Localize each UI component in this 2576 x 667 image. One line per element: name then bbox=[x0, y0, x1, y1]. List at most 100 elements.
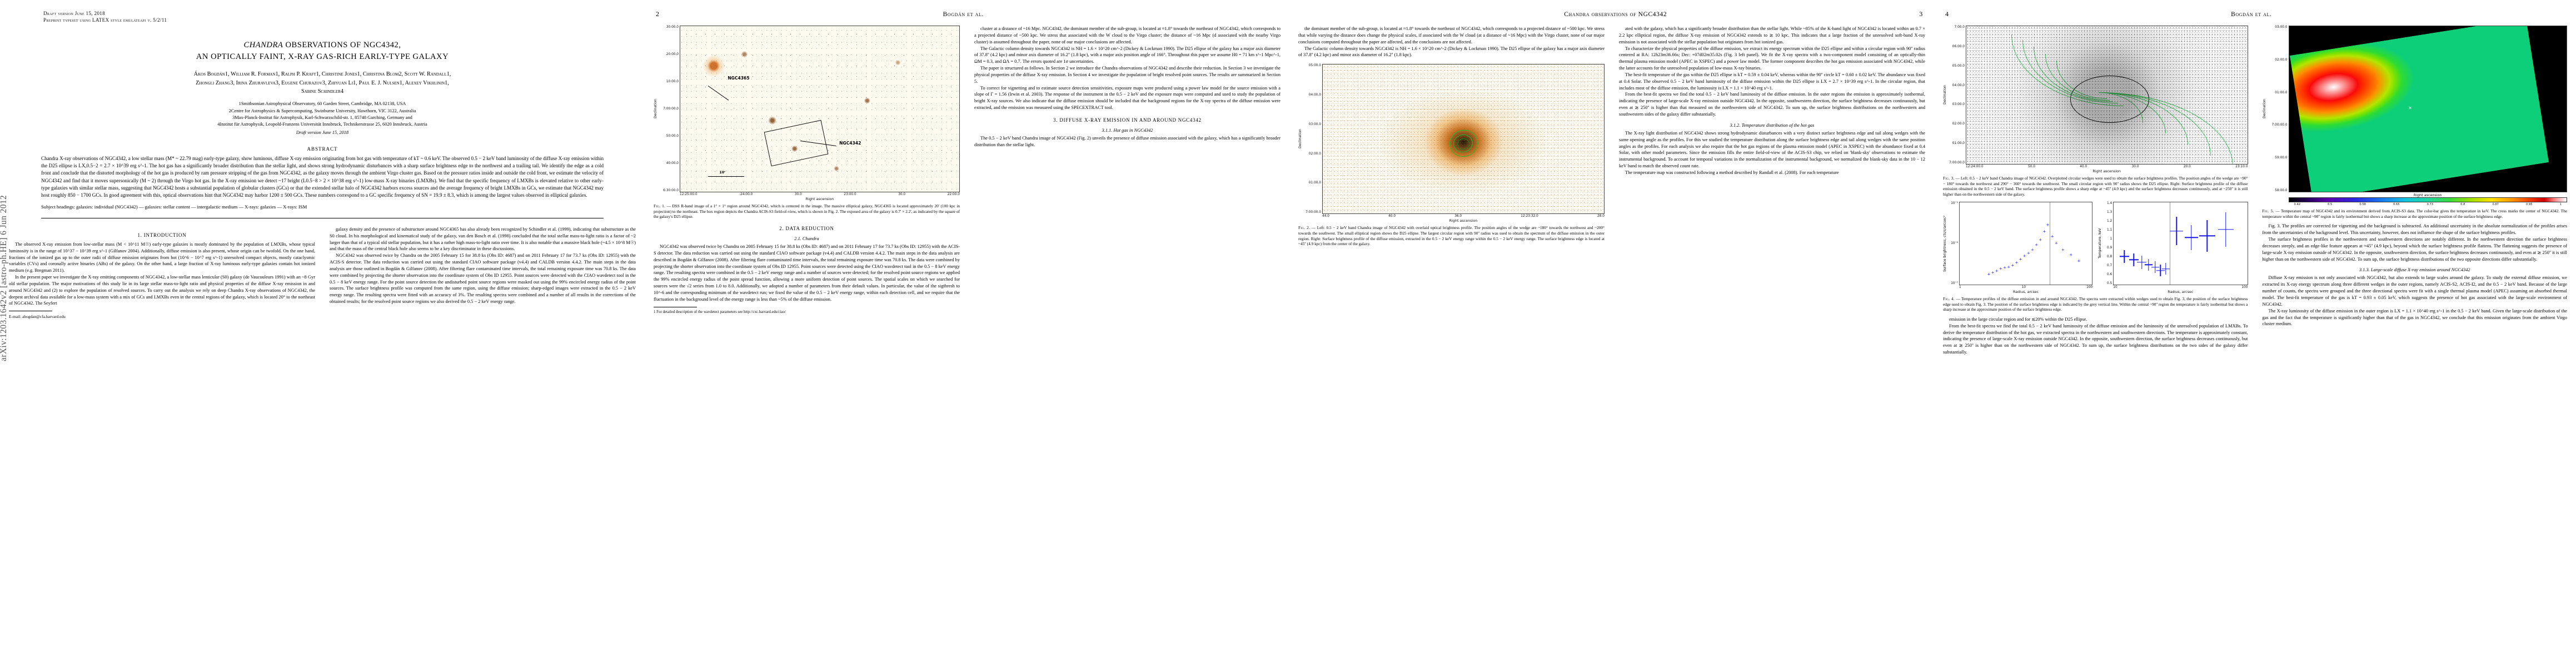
paragraph: The X-ray luminosity of the diffuse emis… bbox=[2262, 308, 2568, 327]
figure-3-caption: Fig. 3. — Left: 0.5 − 2 keV band Chandra… bbox=[1943, 176, 2248, 197]
x-tick: 23:00.0 bbox=[844, 193, 856, 196]
running-head-page2: 2 Bogdán et al. bbox=[654, 10, 1280, 19]
running-head-page4: 4 Bogdán et al. bbox=[1943, 10, 2567, 19]
y-tick: 02:00.0 bbox=[1308, 152, 1321, 156]
running-title: Bogdán et al. bbox=[2231, 11, 2272, 18]
paragraph: Diffuse X-ray emission is not only assoc… bbox=[2262, 275, 2568, 307]
paragraph: To characterize the physical properties … bbox=[1619, 46, 1925, 71]
figure-2-caption-text: — Left: 0.5 − 2 keV band Chandra image o… bbox=[1298, 225, 1605, 247]
paragraph: The paper is structured as follows. In S… bbox=[974, 66, 1280, 84]
running-title: Bogdán et al. bbox=[943, 11, 984, 18]
figure1-y-ticks: 30:00.0 20:00.0 10:00.0 7:00:00.0 50:00.… bbox=[657, 26, 680, 192]
figure-4-caption-text: — Temperature profiles of the diffuse em… bbox=[1943, 296, 2248, 312]
figure-5-caption: Fig. 5. — Temperature map of NGC4342 and… bbox=[2263, 208, 2568, 219]
wedge-northwest bbox=[2011, 34, 2124, 106]
subject-headings: Subject headings: galaxies: individual (… bbox=[41, 203, 307, 210]
page-title: CHANDRA OBSERVATIONS OF NGC4342, AN OPTI… bbox=[9, 39, 636, 63]
paragraph: Fig. 3. The profiles are corrected for v… bbox=[2262, 223, 2568, 236]
y-tick: 10:00.0 bbox=[666, 80, 679, 83]
figure-4-caption: Fig. 4. — Temperature profiles of the di… bbox=[1943, 296, 2248, 312]
author-line-2: Zhongli Zhang3, Irina Zhuravleva3, Eugen… bbox=[196, 79, 449, 86]
y-tick: 20:00.0 bbox=[666, 53, 679, 56]
colorbar-tick: 1 bbox=[2559, 203, 2562, 206]
page-4: 4 Bogdán et al. Declination 7:00.0 06:00… bbox=[1934, 0, 2576, 667]
y-tick: 0.7 bbox=[2107, 263, 2112, 267]
sb-y-axis-label: Surface brightness, cts/s/arcsec² bbox=[1943, 215, 1947, 272]
email-footnote: E-mail: abogdan@cfa.harvard.edu bbox=[9, 314, 66, 320]
y-tick: 04:00.0 bbox=[1952, 83, 1965, 87]
temperature-colorbar bbox=[2288, 197, 2567, 202]
paragraph: NGC4342 was observed twice by Chandra on… bbox=[654, 244, 960, 302]
figure3-y-ticks: 7:00.0 06:00.0 05:00.0 04:00.0 03:00.0 0… bbox=[1947, 26, 1966, 165]
paragraph: The Galactic column density towards NGC4… bbox=[1298, 46, 1605, 58]
y-tick: 01:00.0 bbox=[1952, 142, 1965, 146]
y-tick: 40:00.0 bbox=[666, 162, 679, 165]
y-tick: 10⁻⁷ bbox=[1951, 281, 1958, 285]
page1-col-1: 1. INTRODUCTION The observed X-ray emiss… bbox=[9, 226, 315, 319]
page-2: 2 Bogdán et al. Declination 30:00.0 20:0… bbox=[645, 0, 1289, 667]
page3-col-2: ated with the galaxy, which has a signif… bbox=[1619, 26, 1925, 251]
figure-2-caption: Fig. 2. — Left: 0.5 − 2 keV band Chandra… bbox=[1298, 225, 1605, 247]
affiliations: 1Smithsonian Astrophysical Observatory, … bbox=[9, 101, 636, 128]
paragraph: The X-ray light distribution of NGC4342 … bbox=[1619, 130, 1925, 169]
x-tick: 40.0 bbox=[1388, 215, 1396, 218]
temp-plot-area bbox=[2113, 201, 2248, 285]
pointer-line-ngc4342 bbox=[800, 140, 836, 146]
abstract-text: Chandra X-ray observations of NGC4342, a… bbox=[41, 156, 604, 198]
figure1-y-axis-label: Declination bbox=[654, 99, 657, 119]
x-tick: 1 bbox=[1959, 285, 1961, 289]
figure-4-label: Fig. 4. bbox=[1943, 296, 1955, 301]
author-line-1: Ákos Bogdán1, William R. Forman1, Ralph … bbox=[193, 71, 451, 78]
y-tick: 02:00.0 bbox=[1952, 122, 1965, 126]
figure-2: Declination 05:00.0 04:00.0 03:00.0 02:0… bbox=[1298, 64, 1605, 247]
title-line2: AN OPTICALLY FAINT, X-RAY GAS-RICH EARLY… bbox=[196, 52, 449, 61]
y-tick: 7:00:00.0 bbox=[1949, 161, 1965, 165]
y-tick: 7:00:00.0 bbox=[2271, 123, 2288, 127]
wedge-southwest bbox=[2098, 92, 2189, 145]
x-tick: 10 bbox=[2113, 285, 2117, 289]
y-tick: 05:00.0 bbox=[1308, 64, 1321, 68]
figure2-y-ticks: 05:00.0 04:00.0 03:00.0 02:00.0 01:00.0 … bbox=[1302, 64, 1322, 214]
paragraph: galaxy density and the presence of subst… bbox=[330, 226, 636, 252]
aperture-circle bbox=[2070, 76, 2149, 123]
paragraph: emission in the large circular region an… bbox=[1949, 316, 2087, 322]
temp-x-ticks: 10 100 bbox=[2113, 286, 2248, 289]
surface-brightness-plot: Surface brightness, cts/s/arcsec² 10⁻⁵ 1… bbox=[1943, 201, 2093, 294]
page4-col-1: Declination 7:00.0 06:00.0 05:00.0 04:00… bbox=[1943, 26, 2248, 356]
page2-columns: Declination 30:00.0 20:00.0 10:00.0 7:00… bbox=[654, 26, 1280, 315]
page-number: 3 bbox=[1919, 10, 1923, 18]
paragraph: The temperature map was constructed foll… bbox=[1625, 170, 1839, 175]
figure3-x-axis-label: Right ascension bbox=[2092, 169, 2121, 173]
paragraph: cluster at a distance of ~16 Mpc. NGC434… bbox=[974, 26, 1280, 44]
y-tick: 0.8 bbox=[2107, 255, 2112, 258]
temp-x-axis-label: Radius, arcsec bbox=[2168, 289, 2194, 294]
x-tick: :24:00.0 bbox=[739, 193, 753, 196]
colorbar-tick: 0.8 bbox=[2460, 203, 2465, 206]
colorbar-tick: 0.58 bbox=[2359, 203, 2366, 206]
xray-photon-image-with-wedges bbox=[1966, 26, 2248, 165]
y-tick: 03:00.0 bbox=[1952, 103, 1965, 107]
wedge-northwest bbox=[2034, 47, 2112, 102]
figure1-x-axis-label: Right ascension bbox=[805, 197, 834, 201]
y-tick: 1.4 bbox=[2107, 201, 2112, 205]
figure-3-label: Fig. 3. bbox=[1943, 176, 1955, 181]
section-heading-diffuse-xray: 3. DIFFUSE X-RAY EMISSION IN AND AROUND … bbox=[1053, 117, 1202, 123]
paragraph: NGC4342 was observed twice by Chandra on… bbox=[330, 253, 636, 305]
wedge-northwest bbox=[2022, 39, 2118, 103]
arxiv-stamp: arXiv:1203.1642v2 [astro-ph.HE] 6 Jun 20… bbox=[0, 195, 8, 361]
y-tick: 7:00:00.0 bbox=[663, 107, 679, 111]
acis-fov-box bbox=[764, 120, 829, 166]
temp-y-ticks: 1.4 1.3 1.2 1.1 1 0.9 0.8 0.7 0.6 0.5 bbox=[2102, 202, 2113, 285]
y-tick: 30:00.0 bbox=[666, 26, 679, 29]
paragraph: The surface brightness profiles in the n… bbox=[2262, 237, 2568, 262]
y-tick: 01:00.0 bbox=[1308, 181, 1321, 185]
y-tick: 1.3 bbox=[2107, 210, 2112, 214]
page-1: arXiv:1203.1642v2 [astro-ph.HE] 6 Jun 20… bbox=[0, 0, 645, 667]
contour-inner bbox=[1456, 136, 1471, 151]
x-tick: 100 bbox=[2241, 285, 2248, 289]
section-heading-data-reduction: 2. DATA REDUCTION bbox=[779, 226, 834, 232]
paragraph: From the best-fit spectra we find the to… bbox=[1619, 92, 1925, 117]
temperature-plot: Temperature, keV 1.4 1.3 1.2 1.1 1 0.9 0… bbox=[2098, 201, 2248, 294]
x-tick: 30.0 bbox=[2131, 165, 2139, 168]
subsection-heading-large-scale: 3.1.3. Large-scale diffuse X-ray emissio… bbox=[2359, 267, 2470, 273]
